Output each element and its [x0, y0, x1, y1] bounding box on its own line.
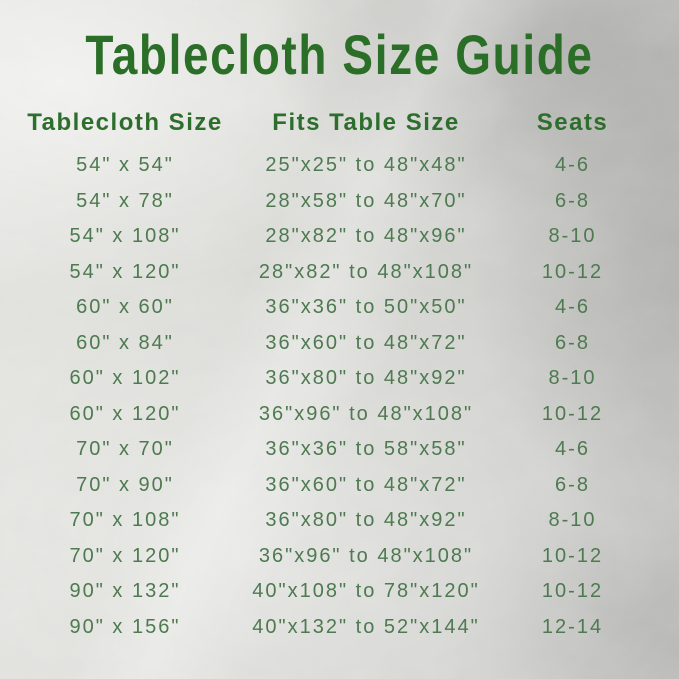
tablecloth-size-cell: 54" x 108" — [69, 225, 181, 248]
fits-table-size-cell: 36"x60" to 48"x72" — [265, 331, 467, 354]
table-row: 90" x 156" 40"x132" to 52"x144" 12-14 — [0, 610, 679, 646]
tablecloth-size-cell: 60" x 102" — [69, 367, 181, 390]
page-title: Tablecloth Size Guide — [85, 23, 594, 86]
size-table-rows: 54" x 54" 25"x25" to 48"x48" 4-6 54" x 78" 2… — [0, 148, 679, 645]
table-row: 70" x 120" 36"x96" to 48"x108" 10-12 — [0, 539, 679, 575]
seats-cell: 10-12 — [541, 580, 604, 603]
fits-table-size-cell: 36"x96" to 48"x108" — [258, 402, 474, 425]
seats-cell: 6-8 — [555, 331, 590, 354]
fits-table-size-cell: 36"x36" to 50"x50" — [265, 296, 467, 319]
table-row: 90" x 132" 40"x108" to 78"x120" 10-12 — [0, 574, 679, 610]
column-header-fits-table-size: Fits Table Size — [272, 109, 460, 136]
fits-table-size-cell: 40"x108" to 78"x120" — [252, 580, 480, 603]
tablecloth-size-cell: 90" x 156" — [69, 615, 181, 638]
seats-cell: 8-10 — [548, 509, 597, 532]
seats-cell: 4-6 — [555, 154, 590, 177]
fits-table-size-cell: 36"x96" to 48"x108" — [258, 544, 474, 567]
tablecloth-size-cell: 70" x 70" — [76, 438, 174, 461]
seats-cell: 8-10 — [548, 367, 597, 390]
seats-cell: 10-12 — [541, 544, 604, 567]
fits-table-size-cell: 36"x60" to 48"x72" — [265, 473, 467, 496]
tablecloth-size-cell: 60" x 60" — [76, 296, 174, 319]
tablecloth-size-cell: 54" x 78" — [76, 189, 174, 212]
fits-table-size-cell: 28"x82" to 48"x108" — [258, 260, 474, 283]
table-row: 60" x 60" 36"x36" to 50"x50" 4-6 — [0, 290, 679, 326]
seats-cell: 12-14 — [541, 615, 604, 638]
tablecloth-size-cell: 60" x 84" — [76, 331, 174, 354]
size-guide-content: Tablecloth Size Guide Tablecloth Size Fi… — [0, 24, 679, 645]
seats-cell: 6-8 — [555, 189, 590, 212]
tablecloth-size-cell: 60" x 120" — [69, 402, 181, 425]
fits-table-size-cell: 36"x36" to 58"x58" — [265, 438, 467, 461]
fits-table-size-cell: 36"x80" to 48"x92" — [265, 367, 467, 390]
table-row: 70" x 90" 36"x60" to 48"x72" 6-8 — [0, 468, 679, 504]
table-row: 60" x 120" 36"x96" to 48"x108" 10-12 — [0, 397, 679, 433]
column-header-seats: Seats — [536, 109, 609, 136]
column-header-tablecloth-size: Tablecloth Size — [27, 109, 223, 136]
seats-cell: 8-10 — [548, 225, 597, 248]
table-row: 70" x 70" 36"x36" to 58"x58" 4-6 — [0, 432, 679, 468]
tablecloth-size-cell: 54" x 54" — [76, 154, 174, 177]
fits-table-size-cell: 28"x58" to 48"x70" — [265, 189, 467, 212]
tablecloth-size-cell: 54" x 120" — [69, 260, 181, 283]
table-row: 54" x 120" 28"x82" to 48"x108" 10-12 — [0, 255, 679, 291]
table-row: 60" x 84" 36"x60" to 48"x72" 6-8 — [0, 326, 679, 362]
tablecloth-size-cell: 70" x 120" — [69, 544, 181, 567]
seats-cell: 10-12 — [541, 260, 604, 283]
table-row: 54" x 108" 28"x82" to 48"x96" 8-10 — [0, 219, 679, 255]
fits-table-size-cell: 25"x25" to 48"x48" — [265, 154, 467, 177]
seats-cell: 4-6 — [555, 296, 590, 319]
table-row: 60" x 102" 36"x80" to 48"x92" 8-10 — [0, 361, 679, 397]
tablecloth-size-cell: 90" x 132" — [69, 580, 181, 603]
fits-table-size-cell: 28"x82" to 48"x96" — [265, 225, 467, 248]
tablecloth-size-cell: 70" x 108" — [69, 509, 181, 532]
seats-cell: 4-6 — [555, 438, 590, 461]
table-header-row: Tablecloth Size Fits Table Size Seats — [0, 106, 679, 140]
table-row: 54" x 78" 28"x58" to 48"x70" 6-8 — [0, 184, 679, 220]
tablecloth-size-cell: 70" x 90" — [76, 473, 174, 496]
fits-table-size-cell: 36"x80" to 48"x92" — [265, 509, 467, 532]
seats-cell: 10-12 — [541, 402, 604, 425]
fits-table-size-cell: 40"x132" to 52"x144" — [252, 615, 480, 638]
table-row: 70" x 108" 36"x80" to 48"x92" 8-10 — [0, 503, 679, 539]
table-row: 54" x 54" 25"x25" to 48"x48" 4-6 — [0, 148, 679, 184]
seats-cell: 6-8 — [555, 473, 590, 496]
